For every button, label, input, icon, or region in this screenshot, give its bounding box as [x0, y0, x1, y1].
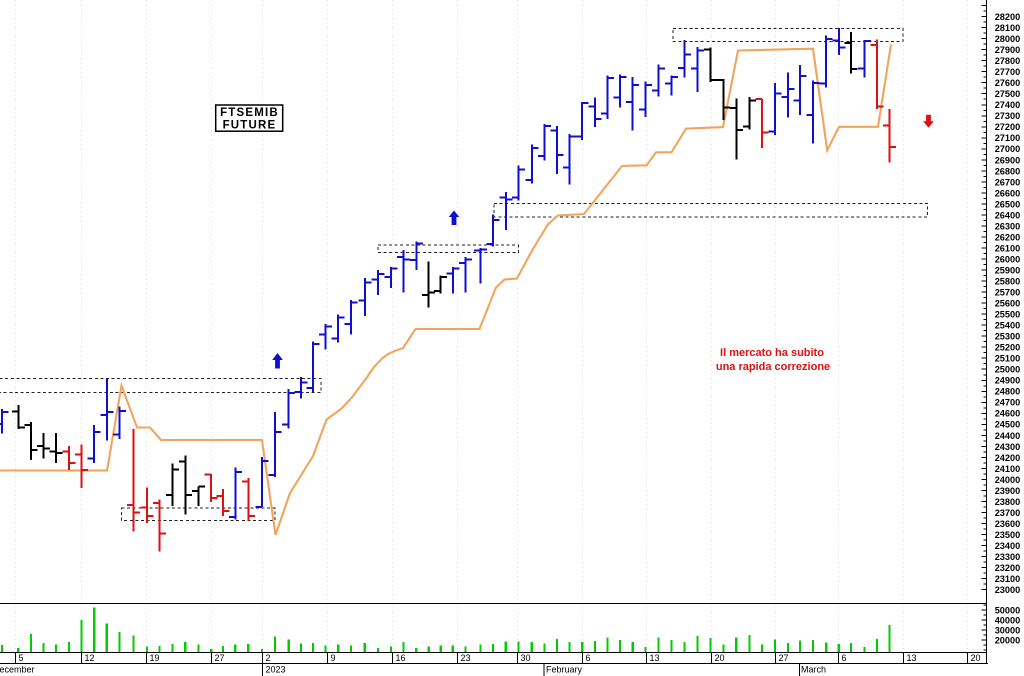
- svg-text:26000: 26000: [995, 254, 1021, 264]
- svg-text:27200: 27200: [995, 122, 1021, 132]
- svg-text:25700: 25700: [995, 288, 1021, 298]
- svg-text:50000: 50000: [995, 605, 1021, 615]
- svg-text:24300: 24300: [995, 442, 1021, 452]
- svg-text:23100: 23100: [995, 574, 1021, 584]
- svg-text:23200: 23200: [995, 563, 1021, 573]
- svg-text:24700: 24700: [995, 398, 1021, 408]
- svg-text:30000: 30000: [995, 625, 1021, 635]
- svg-text:26500: 26500: [995, 199, 1021, 209]
- svg-text:20000: 20000: [995, 635, 1021, 645]
- svg-text:6: 6: [842, 653, 847, 663]
- svg-text:24900: 24900: [995, 376, 1021, 386]
- svg-text:25200: 25200: [995, 343, 1021, 353]
- svg-text:26900: 26900: [995, 155, 1021, 165]
- svg-text:12: 12: [85, 653, 95, 663]
- svg-text:23: 23: [461, 653, 471, 663]
- svg-text:26100: 26100: [995, 243, 1021, 253]
- svg-text:FTSEMIB: FTSEMIB: [220, 107, 279, 119]
- svg-text:23600: 23600: [995, 519, 1021, 529]
- svg-text:26600: 26600: [995, 188, 1021, 198]
- svg-text:27100: 27100: [995, 133, 1021, 143]
- svg-text:23900: 23900: [995, 486, 1021, 496]
- svg-text:27500: 27500: [995, 89, 1021, 99]
- svg-text:Il mercato ha subito: Il mercato ha subito: [720, 347, 824, 359]
- svg-text:25300: 25300: [995, 332, 1021, 342]
- svg-text:February: February: [546, 665, 583, 675]
- svg-text:2023: 2023: [266, 665, 286, 675]
- svg-text:5: 5: [19, 653, 24, 663]
- svg-text:27400: 27400: [995, 100, 1021, 110]
- svg-text:26300: 26300: [995, 221, 1021, 231]
- svg-text:24500: 24500: [995, 420, 1021, 430]
- svg-text:25000: 25000: [995, 365, 1021, 375]
- svg-text:December: December: [0, 665, 35, 675]
- svg-text:40000: 40000: [995, 615, 1021, 625]
- svg-text:23800: 23800: [995, 497, 1021, 507]
- svg-text:23300: 23300: [995, 552, 1021, 562]
- svg-text:28000: 28000: [995, 34, 1021, 44]
- svg-text:una rapida correzione: una rapida correzione: [716, 361, 830, 373]
- svg-text:20: 20: [971, 653, 981, 663]
- svg-text:24200: 24200: [995, 453, 1021, 463]
- svg-text:19: 19: [150, 653, 160, 663]
- svg-text:23000: 23000: [995, 585, 1021, 595]
- svg-text:25900: 25900: [995, 266, 1021, 276]
- svg-text:25500: 25500: [995, 310, 1021, 320]
- svg-text:16: 16: [396, 653, 406, 663]
- svg-text:2: 2: [266, 653, 271, 663]
- svg-text:March: March: [801, 665, 826, 675]
- svg-text:25400: 25400: [995, 321, 1021, 331]
- svg-text:27700: 27700: [995, 67, 1021, 77]
- svg-text:26400: 26400: [995, 210, 1021, 220]
- svg-text:25800: 25800: [995, 277, 1021, 287]
- svg-text:24800: 24800: [995, 387, 1021, 397]
- svg-text:26700: 26700: [995, 177, 1021, 187]
- svg-text:28100: 28100: [995, 23, 1021, 33]
- svg-text:25100: 25100: [995, 354, 1021, 364]
- svg-text:24000: 24000: [995, 475, 1021, 485]
- svg-text:23700: 23700: [995, 508, 1021, 518]
- svg-text:30: 30: [521, 653, 531, 663]
- svg-text:20: 20: [715, 653, 725, 663]
- svg-text:27800: 27800: [995, 56, 1021, 66]
- svg-text:6: 6: [586, 653, 591, 663]
- svg-text:27900: 27900: [995, 45, 1021, 55]
- svg-text:27: 27: [215, 653, 225, 663]
- svg-text:13: 13: [650, 653, 660, 663]
- svg-text:24100: 24100: [995, 464, 1021, 474]
- svg-text:FUTURE: FUTURE: [223, 120, 277, 132]
- svg-text:23400: 23400: [995, 541, 1021, 551]
- svg-text:27: 27: [779, 653, 789, 663]
- svg-text:13: 13: [907, 653, 917, 663]
- svg-text:25600: 25600: [995, 299, 1021, 309]
- svg-text:26200: 26200: [995, 232, 1021, 242]
- svg-text:27600: 27600: [995, 78, 1021, 88]
- svg-text:24400: 24400: [995, 431, 1021, 441]
- svg-text:27000: 27000: [995, 144, 1021, 154]
- svg-text:24600: 24600: [995, 409, 1021, 419]
- svg-text:23500: 23500: [995, 530, 1021, 540]
- svg-text:26800: 26800: [995, 166, 1021, 176]
- svg-text:9: 9: [331, 653, 336, 663]
- svg-text:27300: 27300: [995, 111, 1021, 121]
- svg-text:28200: 28200: [995, 12, 1021, 22]
